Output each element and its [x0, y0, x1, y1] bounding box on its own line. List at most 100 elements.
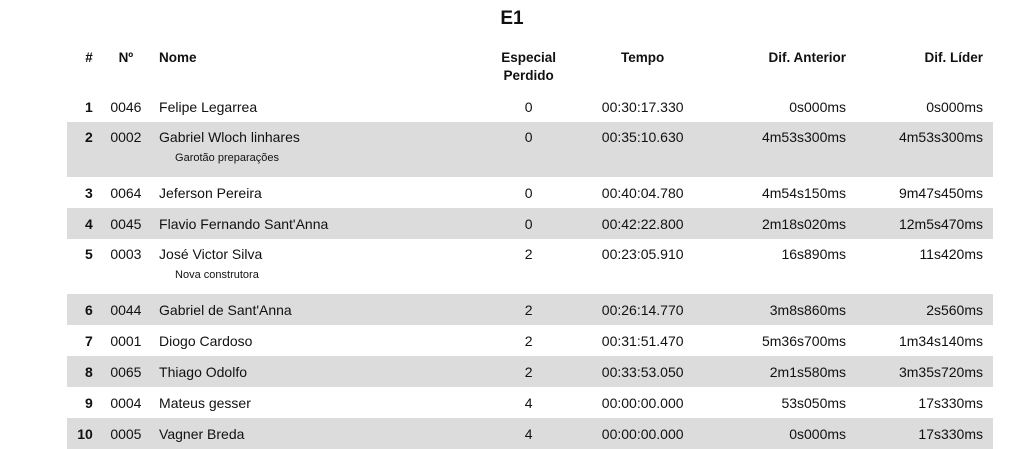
- cell-diff-leader: 2s560ms: [846, 294, 993, 325]
- cell-name: Mateus gesser: [159, 387, 489, 418]
- time-text: 00:31:51.470: [601, 332, 684, 349]
- cell-lost: 4: [489, 387, 568, 418]
- diff-previous-text: 5m36s700ms: [761, 332, 847, 349]
- cell-time: 00:42:22.800: [568, 208, 717, 239]
- cell-lost: 0: [489, 91, 568, 122]
- cell-position: 3: [67, 177, 93, 208]
- header-name: Nome: [159, 50, 197, 65]
- position-text: 3: [84, 184, 93, 201]
- number-text: 0046: [110, 98, 142, 115]
- cell-lost: 2: [489, 239, 568, 294]
- cell-position: 6: [67, 294, 93, 325]
- header-diff-leader: Dif. Líder: [924, 50, 983, 65]
- cell-lost: 0: [488, 122, 569, 177]
- position-text: 7: [84, 332, 93, 349]
- header-number: Nº: [118, 50, 134, 65]
- cell-time: 00:35:10.630: [568, 122, 717, 177]
- diff-previous-text: 4m54s150ms: [761, 184, 847, 201]
- position-text: 8: [84, 363, 93, 380]
- time-text: 00:00:00.000: [601, 394, 684, 411]
- cell-diff-leader: 1m34s140ms: [846, 325, 993, 356]
- cell-position: 2: [67, 122, 93, 177]
- results-table: # Nº Nome Especial Perdido Tempo Dif. An…: [67, 47, 993, 449]
- cell-name: Diogo Cardoso: [159, 325, 489, 356]
- time-text: 00:00:00.000: [601, 425, 684, 442]
- name-text: Gabriel Wloch linhares: [159, 129, 300, 145]
- cell-diff-previous: 0s000ms: [716, 418, 847, 449]
- diff-leader-text: 17s330ms: [918, 425, 983, 442]
- diff-leader-text: 3m35s720ms: [898, 363, 983, 380]
- number-text: 0064: [110, 184, 142, 201]
- cell-diff-previous: 53s050ms: [717, 387, 846, 418]
- lost-text: 4: [524, 394, 533, 411]
- cell-diff-previous: 16s890ms: [717, 239, 846, 294]
- lost-text: 0: [524, 129, 533, 145]
- cell-number: 0001: [93, 325, 159, 356]
- lost-text: 0: [524, 98, 533, 115]
- time-text: 00:33:53.050: [601, 363, 684, 380]
- lost-text: 2: [524, 363, 533, 380]
- cell-time: 00:30:17.330: [568, 91, 717, 122]
- cell-position: 9: [67, 387, 93, 418]
- name-text: José Victor Silva: [159, 246, 263, 262]
- header-row: # Nº Nome Especial Perdido Tempo Dif. An…: [67, 47, 993, 91]
- table-row: 2 0002 Gabriel Wloch linhares Garotão prepa…: [67, 122, 993, 177]
- cell-diff-leader: 0s000ms: [846, 91, 993, 122]
- diff-leader-text: 4m53s300ms: [898, 129, 983, 145]
- cell-position: 8: [67, 356, 93, 387]
- cell-name: Flavio Fernando Sant'Anna: [159, 208, 489, 239]
- diff-leader-text: 1m34s140ms: [898, 332, 983, 349]
- cell-time: 00:00:00.000: [568, 387, 717, 418]
- cell-position: 7: [67, 325, 93, 356]
- diff-previous-text: 2m1s580ms: [769, 363, 847, 380]
- table-row: 9 0004 Mateus gesser 4 00:00:00.000 53s050ms 1…: [67, 387, 993, 418]
- cell-number: 0046: [93, 91, 159, 122]
- cell-number: 0005: [92, 418, 160, 449]
- cell-diff-previous: 0s000ms: [717, 91, 846, 122]
- cell-lost: 2: [489, 325, 568, 356]
- cell-number: 0065: [92, 356, 160, 387]
- cell-number: 0044: [92, 294, 160, 325]
- position-text: 5: [84, 246, 93, 262]
- position-text: 9: [84, 394, 93, 411]
- header-time: Tempo: [621, 50, 665, 65]
- time-text: 00:30:17.330: [601, 98, 684, 115]
- table-row: 8 0065 Thiago Odolfo 2 00:33:53.050 2m1s580ms…: [67, 356, 993, 387]
- number-text: 0001: [110, 332, 142, 349]
- diff-leader-text: 9m47s450ms: [898, 184, 983, 201]
- number-text: 0045: [110, 215, 142, 232]
- lost-text: 0: [524, 184, 533, 201]
- table-row: 1 0046 Felipe Legarrea 0 00:30:17.330 0s000ms…: [67, 91, 993, 122]
- diff-leader-text: 2s560ms: [926, 301, 983, 318]
- lost-text: 2: [524, 301, 533, 318]
- position-text: 10: [77, 425, 93, 442]
- cell-position: 5: [67, 239, 93, 294]
- cell-diff-leader: 9m47s450ms: [846, 177, 993, 208]
- cell-time: 00:00:00.000: [568, 418, 717, 449]
- number-text: 0065: [110, 363, 142, 380]
- name-text: Vagner Breda: [159, 425, 245, 442]
- number-text: 0044: [110, 301, 142, 318]
- number-text: 0005: [110, 425, 142, 442]
- cell-number: 0064: [93, 177, 159, 208]
- cell-number: 0003: [93, 239, 159, 294]
- name-text: Jeferson Pereira: [159, 184, 262, 201]
- cell-lost: 4: [488, 418, 569, 449]
- lost-text: 2: [524, 332, 533, 349]
- cell-diff-previous: 2m1s580ms: [716, 356, 847, 387]
- cell-time: 00:31:51.470: [568, 325, 717, 356]
- cell-diff-previous: 4m53s300ms: [716, 122, 847, 177]
- cell-diff-previous: 3m8s860ms: [716, 294, 847, 325]
- time-text: 00:40:04.780: [601, 184, 684, 201]
- number-text: 0004: [110, 394, 142, 411]
- table-row: 6 0044 Gabriel de Sant'Anna 2 00:26:14.770 3m…: [67, 294, 993, 325]
- table-row: 10 0005 Vagner Breda 4 00:00:00.000 0s000ms 17…: [67, 418, 993, 449]
- diff-previous-text: 3m8s860ms: [769, 301, 847, 318]
- cell-diff-previous: 2m18s020ms: [716, 208, 847, 239]
- time-text: 00:42:22.800: [601, 215, 684, 232]
- name-text: Mateus gesser: [159, 394, 251, 411]
- number-text: 0003: [110, 246, 142, 262]
- header-position: #: [85, 50, 93, 65]
- position-text: 6: [84, 301, 93, 318]
- cell-lost: 2: [488, 356, 569, 387]
